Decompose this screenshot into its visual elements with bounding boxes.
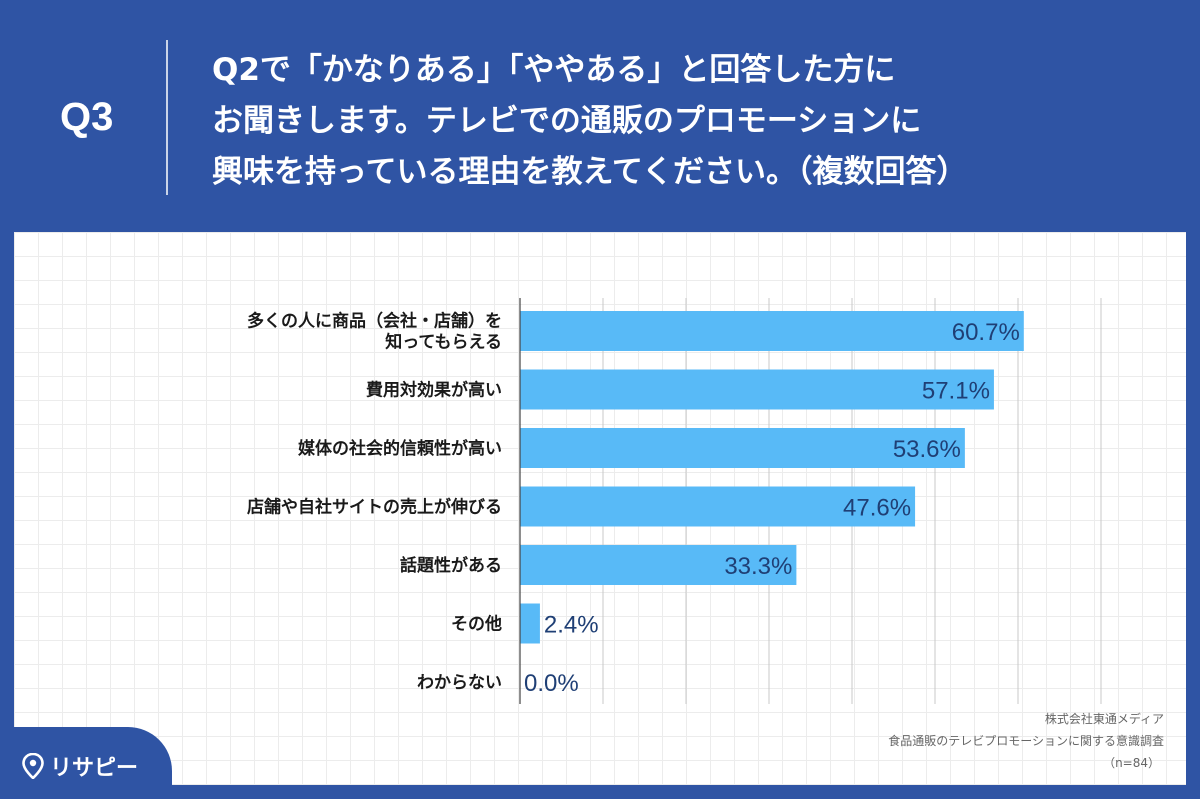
logo-text: リサピー <box>50 756 139 781</box>
header-divider <box>166 40 168 195</box>
bar <box>520 428 965 468</box>
source-note: 株式会社東通メディア 食品通販のテレビプロモーションに関する意識調査 （n=84… <box>888 708 1164 774</box>
bar <box>520 545 797 585</box>
source-survey: 食品通販のテレビプロモーションに関する意識調査 <box>888 734 1164 748</box>
logo-tab <box>0 727 172 799</box>
source-company: 株式会社東通メディア <box>1044 712 1164 726</box>
question-line: お聞きします。テレビでの通販のプロモーションに <box>212 103 922 139</box>
sample-size: （n=84） <box>1103 756 1160 770</box>
category-label-line: 店舗や自社サイトの売上が伸びる <box>247 497 502 518</box>
category-label-line: 知ってもらえる <box>384 332 502 353</box>
category-label: 多くの人に商品（会社・店舗）を知ってもらえる <box>247 311 502 353</box>
category-label: わからない <box>417 673 502 693</box>
bar-value-label: 47.6% <box>843 495 911 522</box>
category-label-line: 費用対効果が高い <box>366 380 502 401</box>
category-label: その他 <box>451 614 502 635</box>
category-label: 媒体の社会的信頼性が高い <box>298 438 502 459</box>
chart-panel: 60.7% 多くの人に商品（会社・店舗）を知ってもらえる 57.1% 費用対効果が高い… <box>14 232 1186 785</box>
question-text: Q2で「かなりある」「ややある」と回答した方に お聞きします。テレビでの通販のプ… <box>212 45 1172 198</box>
bar-chart: 60.7% 多くの人に商品（会社・店舗）を知ってもらえる 57.1% 費用対効果が高い… <box>247 298 1102 704</box>
location-pin-icon <box>22 753 44 779</box>
category-label-line: 媒体の社会的信頼性が高い <box>298 438 502 459</box>
header: Q3 Q2で「かなりある」「ややある」と回答した方に お聞きします。テレビでの通… <box>0 0 1200 230</box>
bar <box>520 486 916 527</box>
bar <box>520 369 994 410</box>
bar-value-label: 57.1% <box>922 378 990 405</box>
risapi-logo: リサピー <box>22 750 138 782</box>
category-label: 店舗や自社サイトの売上が伸びる <box>247 497 502 518</box>
bar-value-label: 2.4% <box>544 612 599 639</box>
bar-value-label: 60.7% <box>952 319 1020 346</box>
question-line: Q2で「かなりある」「ややある」と回答した方に <box>212 52 896 88</box>
category-label-line: わからない <box>417 673 502 693</box>
question-number: Q3 <box>60 95 114 139</box>
bar-value-label: 33.3% <box>724 553 792 580</box>
bar <box>520 311 1024 351</box>
bar <box>520 603 540 644</box>
bar-value-label: 0.0% <box>524 670 579 697</box>
category-label: 話題性がある <box>400 555 502 576</box>
category-label-line: その他 <box>451 614 502 635</box>
question-line: 興味を持っている理由を教えてください。（複数回答） <box>212 154 968 190</box>
bar-value-label: 53.6% <box>893 436 961 463</box>
category-label-line: 多くの人に商品（会社・店舗）を <box>247 311 502 332</box>
category-label: 費用対効果が高い <box>366 380 502 401</box>
category-label-line: 話題性がある <box>400 555 502 576</box>
